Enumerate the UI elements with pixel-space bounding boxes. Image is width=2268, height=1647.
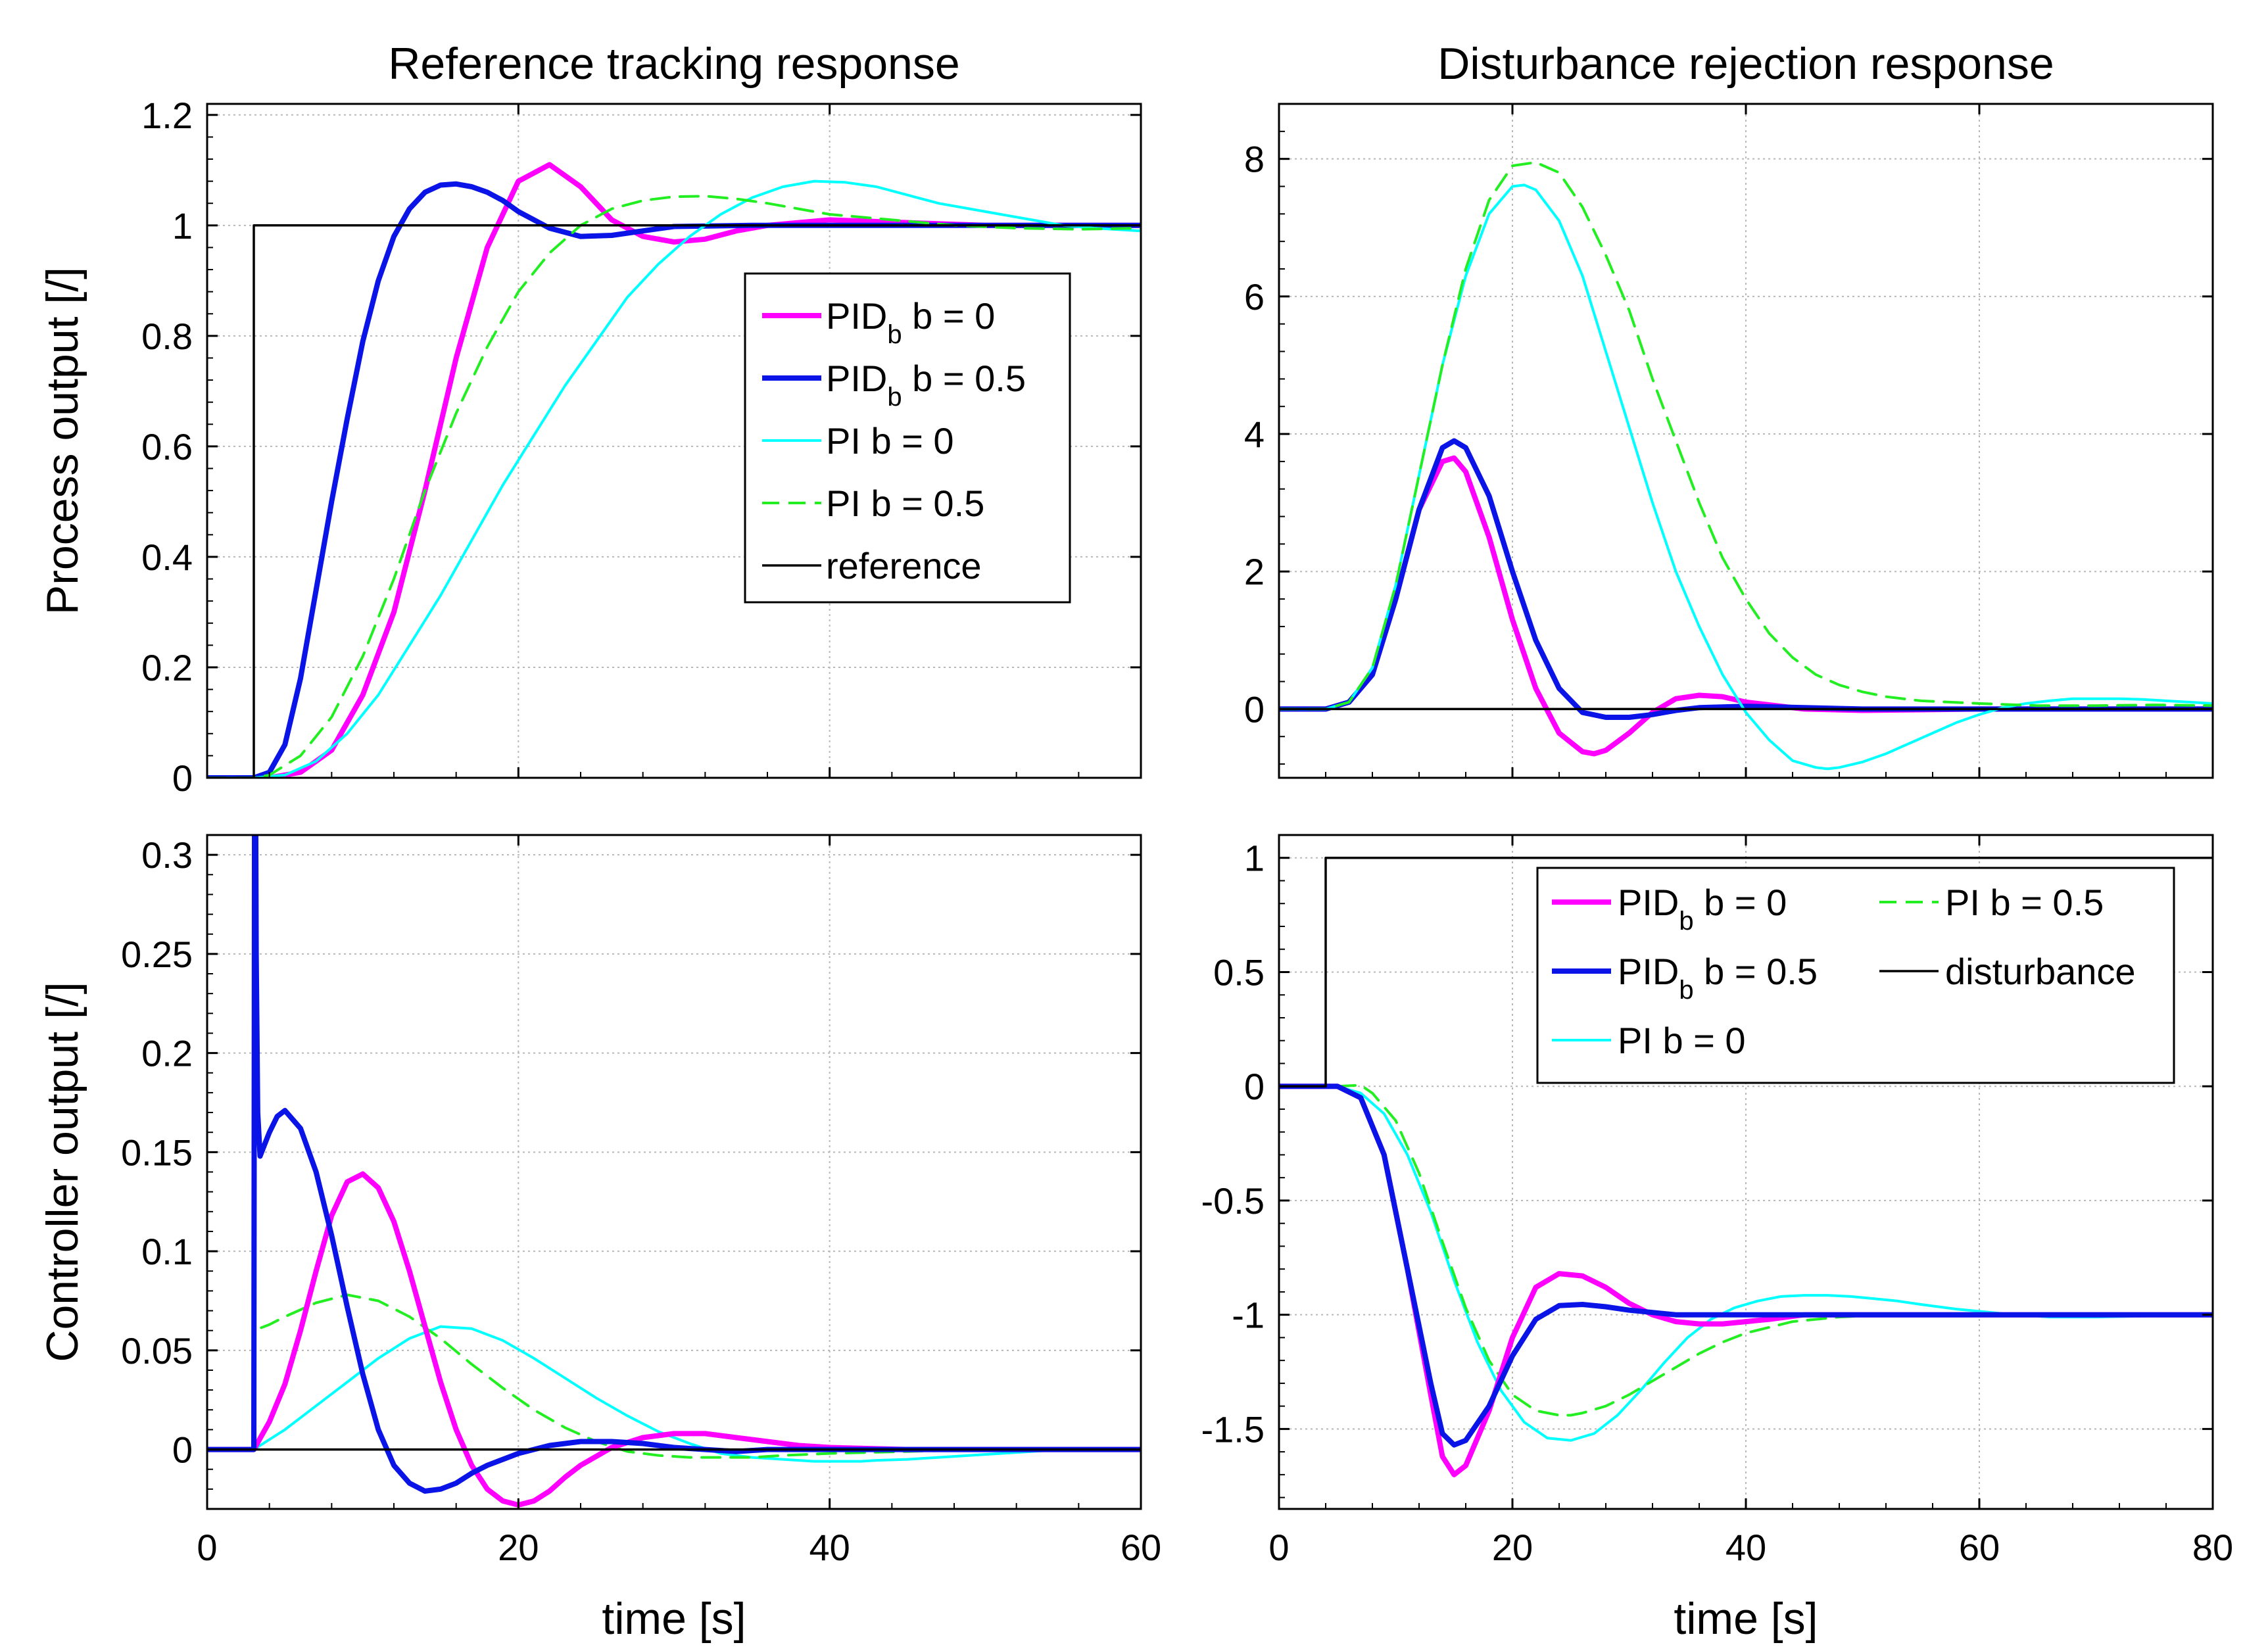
y-tick-label: 2 bbox=[1244, 551, 1265, 592]
legend-entry: PI b = 0.5 bbox=[762, 483, 984, 524]
y-tick-label: 1 bbox=[1244, 838, 1265, 879]
series-group-bl bbox=[207, 835, 1141, 1508]
legend-entry: PI b = 0 bbox=[1552, 1020, 1746, 1061]
panel-title: Disturbance rejection response bbox=[1437, 39, 2054, 89]
legend-label: PIDb b = 0 bbox=[1618, 882, 1787, 936]
panel-disturbance-rejection-process-output: 0 2 4 6 8 Disturbance rejection response bbox=[1244, 39, 2214, 779]
legend-entry: PIDb b = 0 bbox=[762, 295, 995, 349]
series-line-pi-b-0-5 bbox=[207, 1293, 1141, 1459]
x-tick-label: 20 bbox=[1492, 1527, 1533, 1568]
x-tick-label: 20 bbox=[498, 1527, 539, 1568]
y-tick-label: -0.5 bbox=[1201, 1180, 1265, 1222]
y-tick-label: 0.2 bbox=[141, 1033, 193, 1074]
y-tick-label: -1 bbox=[1232, 1295, 1265, 1336]
series-group-br bbox=[1279, 856, 2213, 1477]
y-tick-label: 1.2 bbox=[141, 95, 193, 136]
legend-entry: PIDb b = 0 bbox=[1552, 882, 1787, 936]
legend-box bbox=[744, 272, 1071, 604]
y-tick-label: 0.5 bbox=[1213, 951, 1265, 993]
y-tick-label: 0.6 bbox=[141, 426, 193, 467]
y-tick-label: -1.5 bbox=[1201, 1408, 1265, 1450]
legend-entry: reference bbox=[762, 545, 982, 586]
y-tick-label: 0 bbox=[172, 757, 193, 799]
y-tick-label: 1 bbox=[172, 205, 193, 247]
y-tick-label: 0.1 bbox=[141, 1231, 193, 1272]
y-tick-label: 0.3 bbox=[141, 834, 193, 876]
y-tick-label: 0.4 bbox=[141, 537, 193, 578]
y-axis-label: Controller output [/] bbox=[37, 982, 87, 1362]
panel-reference-tracking-controller-output: 0 20 40 60 0 0.05 0.1 0.15 0.2 0.25 0.3 time [s] Con… bbox=[37, 834, 1161, 1644]
x-tick-label: 40 bbox=[1725, 1527, 1766, 1568]
y-tick-label: 4 bbox=[1244, 414, 1265, 455]
series-line-pid-b-b-0-5 bbox=[1279, 1084, 2213, 1448]
legend-bottom: PIDb b = 0 PI b = 0.5 PIDb b = 0.5 disturba… bbox=[1536, 867, 2175, 1084]
series-line-pi-b-0 bbox=[207, 1325, 1141, 1463]
y-axis-label: Process output [/] bbox=[37, 267, 87, 615]
panel-title: Reference tracking response bbox=[388, 39, 959, 89]
legend-label: reference bbox=[826, 545, 982, 586]
x-tick-label: 0 bbox=[1268, 1527, 1289, 1568]
y-tick-label: 6 bbox=[1244, 276, 1265, 318]
series-line-pi-b-0 bbox=[1279, 183, 2213, 771]
legend-label: PIDb b = 0.5 bbox=[826, 358, 1026, 412]
series-line-pi-b-0-5 bbox=[1279, 160, 2213, 711]
legend-entry: PIDb b = 0.5 bbox=[762, 358, 1026, 412]
series-line-pi-b-0-5 bbox=[207, 195, 1141, 778]
legend-label: disturbance bbox=[1945, 951, 2136, 992]
x-tick-label: 40 bbox=[809, 1527, 850, 1568]
series-line-reference bbox=[207, 224, 1141, 778]
legend-entry: disturbance bbox=[1879, 951, 2136, 992]
legend-label: PI b = 0.5 bbox=[1945, 882, 2104, 923]
x-tick-label: 60 bbox=[1959, 1527, 2000, 1568]
y-tick-label: 8 bbox=[1244, 139, 1265, 180]
series-line-pi-b-0 bbox=[1279, 1085, 2213, 1442]
series-line-pid-b-b-0 bbox=[207, 162, 1141, 778]
y-tick-label: 0.15 bbox=[121, 1132, 193, 1173]
x-tick-label: 60 bbox=[1121, 1527, 1161, 1568]
plot-area-bl bbox=[207, 835, 1141, 1509]
legend-entry: PIDb b = 0.5 bbox=[1552, 951, 1818, 1005]
legend-label: PI b = 0 bbox=[1618, 1020, 1746, 1061]
legend-box bbox=[1536, 867, 2175, 1084]
y-tick-label: 0.2 bbox=[141, 647, 193, 688]
y-tick-label: 0 bbox=[172, 1429, 193, 1471]
x-axis-label: time [s] bbox=[602, 1594, 746, 1644]
x-axis-label: time [s] bbox=[1674, 1594, 1818, 1644]
y-tick-label: 0.05 bbox=[121, 1330, 193, 1372]
y-tick-label: 0 bbox=[1244, 688, 1265, 730]
legend-label: PIDb b = 0.5 bbox=[1618, 951, 1818, 1005]
y-tick-label: 0 bbox=[1244, 1066, 1265, 1107]
y-tick-label: 0.25 bbox=[121, 934, 193, 975]
x-tick-label: 80 bbox=[2192, 1527, 2233, 1568]
series-group-tr bbox=[1279, 160, 2213, 771]
series-line-pid-b-b-0-5 bbox=[1279, 438, 2213, 720]
legend-top: PIDb b = 0 PIDb b = 0.5 PI b = 0 PI b = 0.5… bbox=[744, 272, 1071, 604]
series-line-pi-b-0 bbox=[207, 179, 1141, 778]
legend-entry: PI b = 0.5 bbox=[1879, 882, 2104, 923]
series-line-disturbance bbox=[1279, 856, 2213, 1087]
series-line-pid-b-b-0 bbox=[207, 1171, 1141, 1508]
legend-label: PI b = 0.5 bbox=[826, 483, 984, 524]
series-group-tl bbox=[207, 162, 1141, 778]
x-tick-label: 0 bbox=[197, 1527, 217, 1568]
legend-label: PIDb b = 0 bbox=[826, 295, 995, 349]
axes-frame-tl bbox=[206, 103, 1142, 779]
legend-entry: PI b = 0 bbox=[762, 420, 954, 462]
y-tick-label: 0.8 bbox=[141, 316, 193, 357]
legend-label: PI b = 0 bbox=[826, 420, 954, 462]
